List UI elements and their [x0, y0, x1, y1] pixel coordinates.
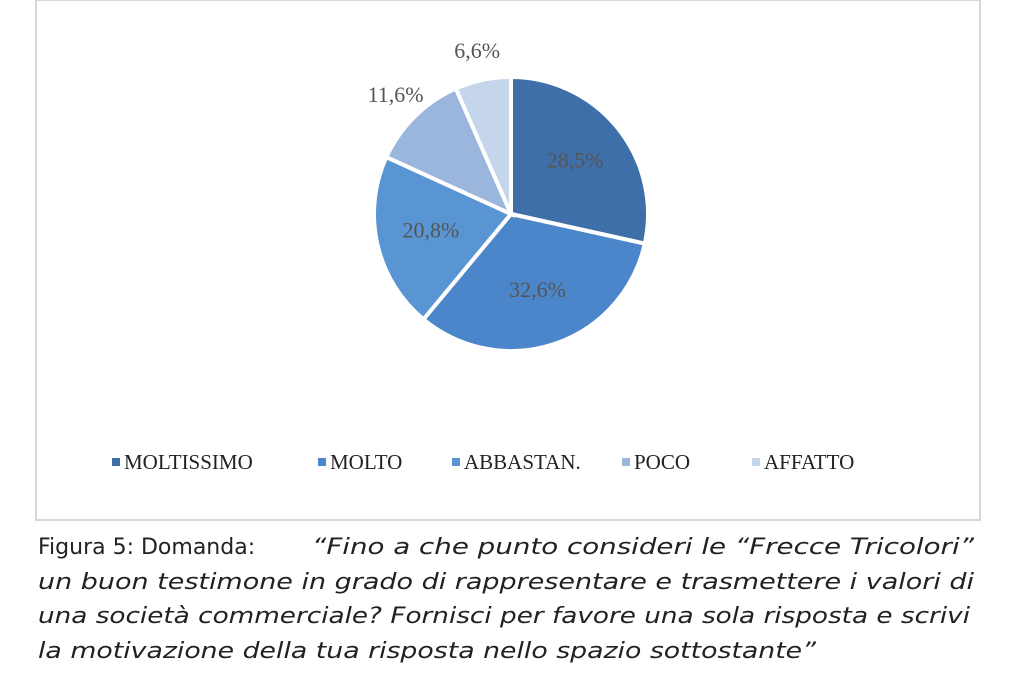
- pie-slice: [509, 74, 650, 247]
- legend-swatch: [622, 458, 630, 466]
- legend-swatch: [452, 458, 460, 466]
- legend-label: MOLTISSIMO: [124, 450, 253, 474]
- caption-label: Figura 5: Domanda:: [38, 535, 255, 560]
- data-label: 20,8%: [402, 217, 459, 242]
- pie-slice: [383, 85, 515, 218]
- legend-label: AFFATTO: [764, 450, 854, 474]
- caption-line: una società commerciale? Fornisci per fa…: [38, 604, 970, 629]
- legend-swatch: [318, 458, 326, 466]
- pie-slice: [420, 211, 648, 353]
- caption-line: “Fino a che punto consideri le “Frecce T…: [312, 535, 975, 560]
- legend-label: POCO: [634, 450, 690, 474]
- data-label: 11,6%: [368, 82, 424, 107]
- data-label: 32,6%: [509, 277, 566, 302]
- data-label: 28,5%: [547, 148, 604, 173]
- legend-label: MOLTO: [330, 450, 402, 474]
- pie-slice: [453, 74, 513, 215]
- legend-label: ABBASTAN.: [464, 450, 581, 474]
- data-label: 6,6%: [454, 38, 500, 63]
- caption-line: la motivazione della tua risposta nello …: [38, 639, 817, 664]
- legend-swatch: [112, 458, 120, 466]
- pie-slice: [372, 154, 515, 323]
- legend-swatch: [752, 458, 760, 466]
- caption-line: un buon testimone in grado di rappresent…: [38, 570, 974, 595]
